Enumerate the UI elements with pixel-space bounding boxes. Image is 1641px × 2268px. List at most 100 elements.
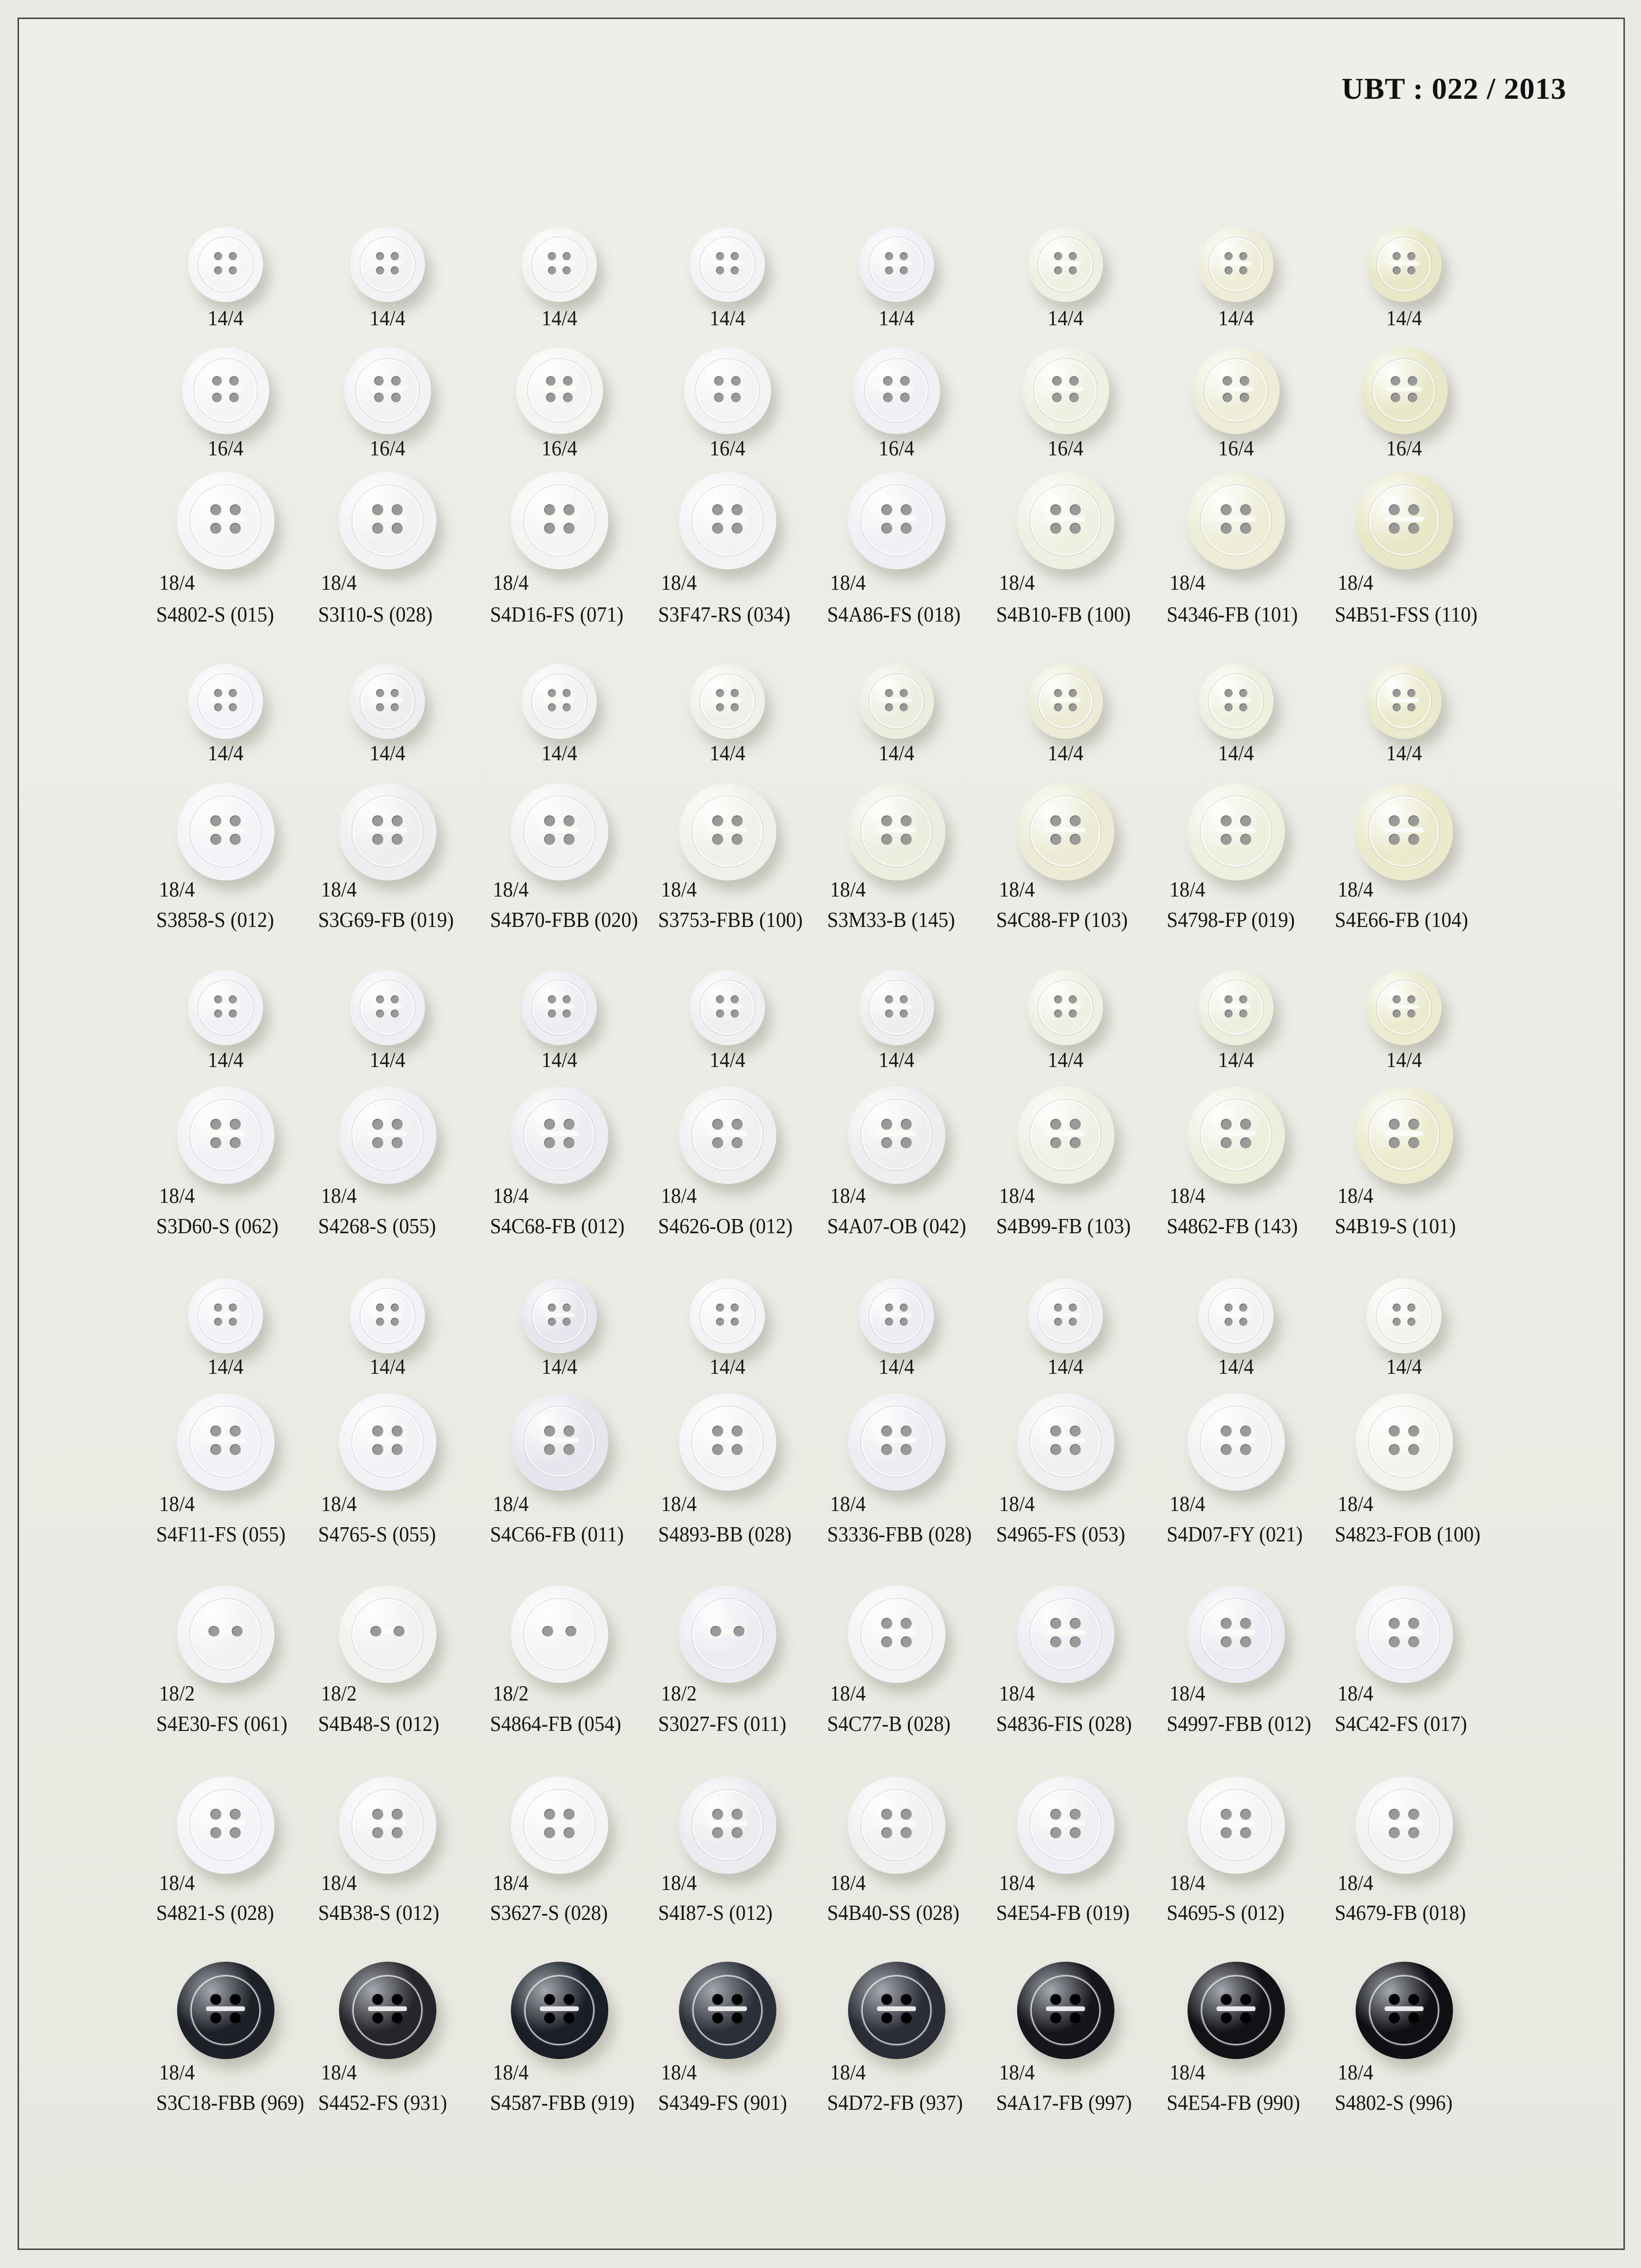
- hole-icon: [731, 376, 741, 386]
- product-code-label: S4862-FB (143): [1167, 1214, 1298, 1238]
- size-label: 16/4: [1218, 436, 1254, 460]
- thread-icon: [372, 698, 403, 702]
- hole-icon: [1069, 1009, 1077, 1018]
- hole-icon: [731, 1303, 739, 1312]
- hole-icon: [391, 1303, 399, 1312]
- button-sample: [510, 472, 608, 569]
- thread-icon: [372, 261, 403, 265]
- hole-icon: [1054, 1317, 1062, 1326]
- hole-icon: [1240, 1994, 1251, 2005]
- button-rim: [692, 1599, 763, 1669]
- thread-icon: [544, 1313, 575, 1317]
- thread-icon: [877, 1131, 916, 1136]
- hole-icon: [546, 392, 556, 402]
- product-code-label: S3M33-B (145): [827, 907, 955, 932]
- size-label: 18/4: [1338, 1681, 1374, 1705]
- size-label: 18/4: [493, 877, 529, 901]
- hole-icon: [372, 2013, 383, 2023]
- hole-icon: [1408, 1809, 1419, 1820]
- hole-icon: [731, 995, 739, 1004]
- hole-icon: [1389, 1426, 1400, 1436]
- hole-icon: [1224, 689, 1233, 698]
- hole-icon: [1239, 1009, 1248, 1018]
- hole-icon: [1069, 392, 1079, 402]
- hole-icon: [716, 689, 724, 698]
- hole-icon: [376, 252, 384, 261]
- hole-icon: [1240, 1636, 1251, 1647]
- button-sample: [177, 472, 274, 569]
- hole-icon: [1239, 1317, 1248, 1326]
- thread-icon: [540, 516, 579, 522]
- thread-icon: [1386, 387, 1422, 391]
- hole-icon: [1050, 1618, 1061, 1629]
- size-label: 18/4: [661, 570, 697, 595]
- hole-icon: [376, 1317, 384, 1326]
- product-code-label: S4679-FB (018): [1335, 1900, 1466, 1925]
- hole-icon: [1069, 376, 1079, 386]
- thread-icon: [206, 1437, 245, 1443]
- hole-icon: [881, 2013, 892, 2023]
- thread-icon: [1217, 1630, 1255, 1635]
- product-code-label: S4695-S (012): [1167, 1900, 1285, 1925]
- hole-icon: [900, 689, 908, 698]
- product-code-label: S4D07-FY (021): [1167, 1522, 1303, 1546]
- hole-icon: [901, 1137, 912, 1148]
- hole-icon: [1050, 2013, 1061, 2023]
- hole-icon: [1050, 1994, 1061, 2005]
- size-label: 14/4: [1218, 741, 1254, 765]
- product-code-label: S4C77-B (028): [827, 1711, 951, 1736]
- hole-icon: [716, 266, 724, 275]
- hole-icon: [1240, 1137, 1251, 1148]
- button-sample: [679, 1086, 776, 1184]
- hole-icon: [732, 1426, 743, 1436]
- hole-icon: [1407, 1317, 1416, 1326]
- thread-icon: [206, 516, 245, 522]
- button-sample: [853, 347, 940, 434]
- size-label: 18/2: [493, 1681, 529, 1705]
- thread-icon: [368, 1437, 407, 1443]
- thread-icon: [370, 387, 405, 391]
- hole-icon: [210, 504, 221, 515]
- thread-icon: [1050, 1004, 1081, 1009]
- product-code-label: S4E54-FB (019): [996, 1900, 1130, 1925]
- hole-icon: [1070, 1636, 1081, 1647]
- hole-icon: [881, 1119, 892, 1130]
- hole-icon: [881, 815, 892, 826]
- thread-icon: [708, 1821, 747, 1826]
- hole-icon: [714, 376, 724, 386]
- hole-icon: [1052, 392, 1062, 402]
- thread-icon: [540, 1629, 579, 1634]
- button-sample: [1198, 970, 1273, 1045]
- hole-icon: [1224, 995, 1233, 1004]
- hole-icon: [1407, 703, 1416, 712]
- thread-icon: [879, 387, 914, 391]
- hole-icon: [214, 252, 222, 261]
- hole-icon: [544, 504, 555, 515]
- hole-icon: [1408, 834, 1419, 845]
- thread-icon: [372, 1313, 403, 1317]
- hole-icon: [1070, 1137, 1081, 1148]
- size-label: 18/4: [830, 877, 866, 901]
- button-sample: [859, 664, 934, 739]
- product-code-label: S4268-S (055): [318, 1214, 436, 1238]
- size-label: 18/2: [159, 1681, 195, 1705]
- product-code-label: S3336-FBB (028): [827, 1522, 972, 1546]
- size-label: 14/4: [1386, 306, 1422, 330]
- thread-icon: [368, 516, 407, 522]
- hole-icon: [716, 1317, 724, 1326]
- hole-icon: [1389, 815, 1400, 826]
- product-code-label: S3627-S (028): [490, 1900, 608, 1925]
- size-label: 18/4: [321, 1871, 357, 1895]
- hole-icon: [712, 1994, 723, 2005]
- thread-icon: [542, 387, 577, 391]
- hole-icon: [229, 689, 237, 698]
- thread-icon: [1389, 261, 1419, 265]
- product-code-label: S4D16-FS (071): [490, 602, 624, 626]
- hole-icon: [544, 1119, 555, 1130]
- hole-icon: [1390, 376, 1400, 386]
- hole-icon: [230, 1994, 241, 2005]
- hole-icon: [1408, 1137, 1419, 1148]
- thread-icon: [372, 1004, 403, 1009]
- thread-icon: [712, 261, 743, 265]
- button-sample: [848, 783, 945, 880]
